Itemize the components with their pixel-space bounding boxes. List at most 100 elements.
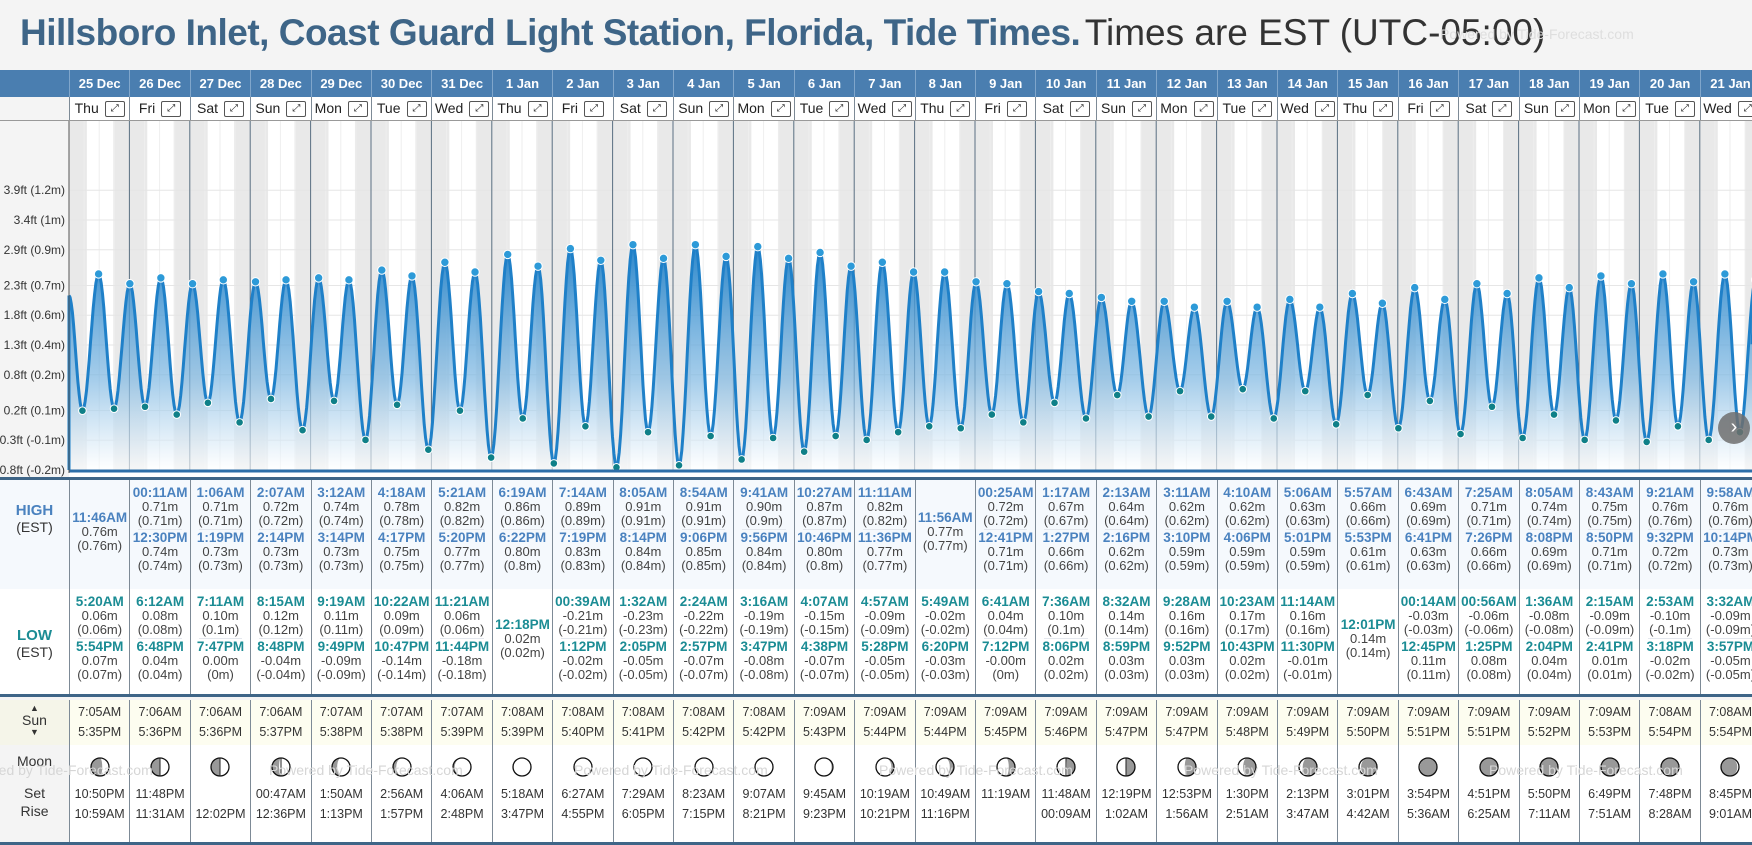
low-tide-point <box>330 397 338 405</box>
weekday-name: Fri <box>1407 100 1423 116</box>
high-tide-time: 5:06AM <box>1278 486 1337 500</box>
low-tide-height-alt: (0.01m) <box>1580 668 1639 682</box>
sunset-arrow-icon: ▼ <box>0 727 69 737</box>
expand-day-button[interactable]: ⤢ <box>829 101 849 117</box>
low-tide-point <box>487 454 495 462</box>
low-tide-point <box>1176 387 1184 395</box>
expand-day-button[interactable]: ⤢ <box>161 101 181 117</box>
expand-day-button[interactable]: ⤢ <box>348 101 368 117</box>
expand-day-button[interactable]: ⤢ <box>1373 101 1393 117</box>
expand-day-button[interactable]: ⤢ <box>469 101 489 117</box>
expand-day-button[interactable]: ⤢ <box>1675 101 1695 117</box>
expand-day-button[interactable]: ⤢ <box>1252 101 1272 117</box>
date-header: 29 Dec <box>311 70 371 97</box>
low-tide-point <box>519 415 527 423</box>
entry-separator <box>863 638 906 639</box>
expand-day-button[interactable]: ⤢ <box>584 101 604 117</box>
expand-day-button[interactable]: ⤢ <box>1430 101 1450 117</box>
expand-day-button[interactable]: ⤢ <box>709 101 729 117</box>
expand-day-button[interactable]: ⤢ <box>224 101 244 117</box>
low-tide-time: 8:06PM <box>1036 640 1095 654</box>
high-tide-point <box>1659 270 1667 278</box>
expand-day-button[interactable]: ⤢ <box>1194 101 1214 117</box>
high-title: HIGH <box>0 502 69 519</box>
weekday-label <box>0 97 69 120</box>
low-tide-time: 2:57PM <box>674 640 733 654</box>
high-tide-height: 0.84m <box>734 545 793 559</box>
low-tide-height-alt: (-0.02m) <box>916 623 975 637</box>
expand-day-button[interactable]: ⤢ <box>771 101 791 117</box>
expand-day-button[interactable]: ⤢ <box>1070 101 1090 117</box>
low-tide-time: 6:41AM <box>976 595 1035 609</box>
high-tide-height-alt: (0.85m) <box>674 559 733 573</box>
low-tide-cell: 3:16AM-0.19m(-0.19m)3:47PM-0.08m(-0.08m) <box>733 589 793 694</box>
low-tide-height: -0.02m <box>1640 654 1699 668</box>
high-tide-point <box>1003 280 1011 288</box>
low-tide-height: 0.03m <box>1097 654 1156 668</box>
weekday-name: Tue <box>1222 100 1246 116</box>
low-tide-height: 0.16m <box>1278 609 1337 623</box>
high-tide-time: 9:41AM <box>734 486 793 500</box>
high-tide-time: 7:25AM <box>1459 486 1518 500</box>
high-tide-height: 0.71m <box>191 500 250 514</box>
expand-day-button[interactable]: ⤢ <box>647 101 667 117</box>
entry-separator <box>984 638 1027 639</box>
expand-day-button[interactable]: ⤢ <box>1555 101 1575 117</box>
high-tide-height: 0.77m <box>916 525 975 539</box>
expand-day-button[interactable]: ⤢ <box>528 101 548 117</box>
expand-day-button[interactable]: ⤢ <box>1007 101 1027 117</box>
low-tide-point <box>1020 419 1028 427</box>
high-tide-height-alt: (0.64m) <box>1097 514 1156 528</box>
high-tide-height-alt: (0.62m) <box>1218 514 1277 528</box>
date-header: 9 Jan <box>975 70 1035 97</box>
high-tide-height: 0.77m <box>855 545 914 559</box>
next-days-button[interactable]: › <box>1718 412 1750 444</box>
low-tide-height: -0.07m <box>795 654 854 668</box>
expand-day-button[interactable]: ⤢ <box>950 101 970 117</box>
low-tide-point <box>769 434 777 442</box>
sunrise-time: 7:08AM <box>614 702 673 722</box>
expand-day-button[interactable]: ⤢ <box>1315 101 1335 117</box>
low-tide-point <box>738 456 746 464</box>
high-tide-point <box>378 266 386 274</box>
high-tide-time: 5:01PM <box>1278 531 1337 545</box>
high-tide-time: 6:41PM <box>1399 531 1458 545</box>
sunrise-time: 7:09AM <box>1399 702 1458 722</box>
entry-separator <box>380 638 423 639</box>
expand-day-button[interactable]: ⤢ <box>286 101 306 117</box>
high-tide-point <box>816 248 824 256</box>
low-tide-time: 9:28AM <box>1157 595 1216 609</box>
low-tide-height: -0.02m <box>553 654 612 668</box>
sunset-time: 5:42PM <box>734 722 793 742</box>
low-tide-entry: 2:24AM-0.22m(-0.22m) <box>674 595 733 637</box>
expand-day-button[interactable]: ⤢ <box>1616 101 1636 117</box>
expand-day-button[interactable]: ⤢ <box>1132 101 1152 117</box>
expand-day-button[interactable]: ⤢ <box>105 101 125 117</box>
date-header: 21 Jan <box>1700 70 1752 97</box>
high-tide-height-alt: (0.8m) <box>795 559 854 573</box>
low-tide-height-alt: (0.04m) <box>1520 668 1579 682</box>
expand-day-button[interactable]: ⤢ <box>1738 101 1752 117</box>
expand-day-button[interactable]: ⤢ <box>1492 101 1512 117</box>
high-tide-height-alt: (0.73m) <box>191 559 250 573</box>
low-tide-height: -0.09m <box>1580 609 1639 623</box>
expand-day-button[interactable]: ⤢ <box>407 101 427 117</box>
expand-day-button[interactable]: ⤢ <box>892 101 912 117</box>
